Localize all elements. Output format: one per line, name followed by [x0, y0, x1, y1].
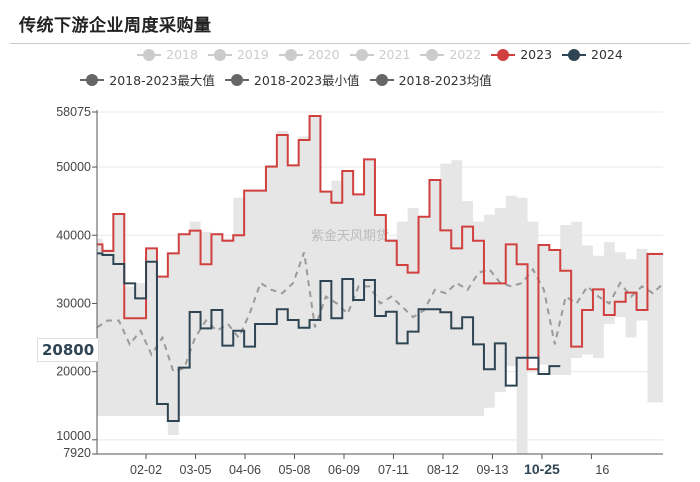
y-tick-label: 20000: [56, 365, 91, 379]
legend-label: 2018-2023最小值: [253, 73, 360, 88]
x-tick-label: 16: [595, 463, 609, 477]
x-tick-label: 08-12: [427, 463, 459, 477]
y-tick-label: 50000: [56, 160, 91, 174]
legend-row-2: 2018-2023最大值 2018-2023最小值 2018-2023均值: [0, 70, 636, 89]
y-axis-pointer-label: 20800: [37, 338, 100, 362]
legend-marker-icon: [562, 48, 587, 61]
legend-item-2020[interactable]: 2020: [278, 47, 340, 62]
x-tick-label: 03-05: [180, 463, 212, 477]
legend-marker-icon: [207, 48, 232, 61]
legend-label: 2018-2023最大值: [109, 73, 215, 88]
x-tick-label: 09-13: [476, 463, 508, 477]
legend-item-2023[interactable]: 2023: [491, 47, 552, 62]
legend-label: 2020: [307, 47, 340, 62]
legend-item-2024[interactable]: 2024: [562, 47, 623, 62]
y-tick-label: 30000: [56, 296, 91, 310]
legend-marker-icon: [369, 73, 394, 86]
legend-marker-icon: [278, 48, 303, 61]
y-tick-label: 7920: [63, 446, 91, 460]
legend-label: 2023: [520, 47, 553, 62]
legend-marker-icon: [349, 48, 374, 61]
x-tick-label: 04-06: [229, 463, 261, 477]
legend-label: 2022: [449, 47, 482, 62]
y-tick-label: 40000: [56, 228, 91, 242]
series-line-average: [96, 251, 665, 373]
legend-item-2018-2023最大值[interactable]: 2018-2023最大值: [80, 70, 215, 89]
x-tick-label: 10-25: [524, 461, 560, 477]
legend-label: 2024: [591, 47, 623, 62]
legend-label: 2018: [166, 47, 198, 62]
legend-row-1: 2018 2019 2020 2021 2022 2023 2024: [30, 47, 700, 62]
x-tick-label: 06-09: [328, 463, 360, 477]
legend-item-2018[interactable]: 2018: [137, 47, 198, 62]
legend-item-2018-2023均值[interactable]: 2018-2023均值: [369, 70, 492, 89]
chart-title: 传统下游企业周度采购量: [19, 16, 212, 36]
legend-item-2021[interactable]: 2021: [349, 47, 411, 62]
watermark: 紫金天风期货: [311, 228, 389, 244]
legend-item-2022[interactable]: 2022: [420, 47, 481, 62]
x-tick-label: 02-02: [130, 463, 162, 477]
max-min-band: [97, 115, 663, 455]
y-tick-label: 58075: [56, 105, 91, 119]
legend-marker-icon: [224, 73, 249, 86]
y-tick-label: 10000: [56, 429, 91, 443]
legend-item-2018-2023最小值[interactable]: 2018-2023最小值: [224, 70, 360, 89]
legend-marker-icon: [420, 48, 445, 61]
legend-marker-icon: [137, 48, 162, 61]
legend-item-2019[interactable]: 2019: [207, 47, 269, 62]
legend-marker-icon: [80, 73, 105, 86]
title-divider: [10, 43, 690, 44]
series-line-2023: [97, 114, 663, 371]
legend-label: 2021: [378, 47, 411, 62]
x-tick-label: 07-11: [378, 463, 409, 477]
series-line-2024: [97, 252, 561, 422]
legend-label: 2018-2023均值: [398, 73, 492, 88]
legend-label: 2019: [236, 47, 269, 62]
legend-marker-icon: [491, 48, 516, 61]
x-tick-label: 05-08: [279, 463, 311, 477]
